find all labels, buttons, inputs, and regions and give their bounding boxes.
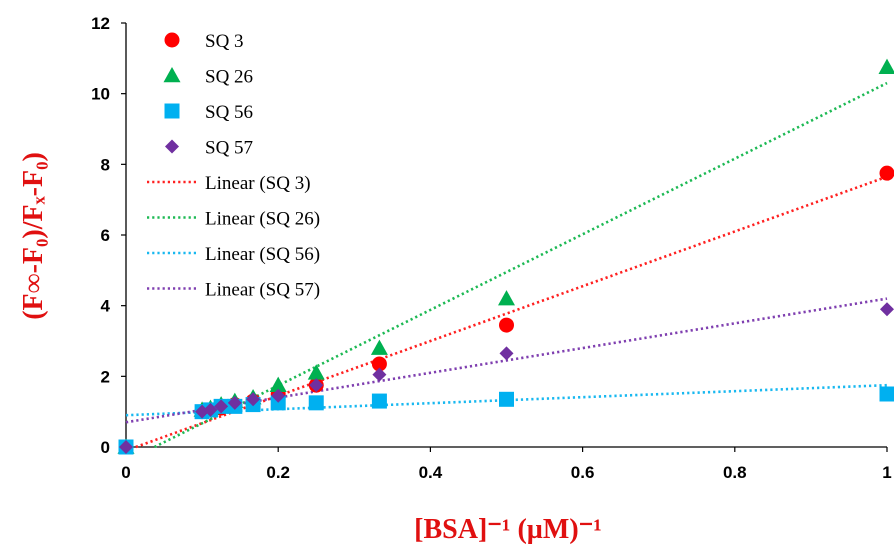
- data-point-sq-56: [879, 386, 894, 402]
- data-point-sq-3: [879, 165, 894, 181]
- y-tick-label: 6: [101, 226, 110, 245]
- x-tick-label: 0.8: [723, 463, 747, 482]
- trendline-sq-57: [125, 297, 888, 424]
- data-point-sq-57: [119, 440, 133, 454]
- y-tick-label: 10: [91, 85, 110, 104]
- data-point-sq-57: [203, 402, 218, 417]
- x-tick-label: 1: [882, 463, 891, 482]
- legend-marker: [165, 139, 179, 154]
- data-markers: [117, 58, 894, 455]
- x-axis-ticks: 0 0.2 0.4 0.6 0.8 1: [121, 447, 892, 482]
- data-point-sq-26: [878, 58, 894, 74]
- x-tick-label: 0.2: [266, 463, 290, 482]
- data-point-sq-26: [307, 364, 325, 380]
- data-point-sq-56: [371, 393, 387, 409]
- data-point-sq-57: [309, 378, 324, 393]
- data-point-sq-56: [308, 395, 324, 411]
- data-point-sq-56: [499, 391, 514, 407]
- x-tick-label: 0: [121, 463, 130, 482]
- data-point-sq-57: [227, 395, 242, 410]
- y-tick-label: 2: [101, 367, 110, 386]
- data-point-sq-3: [499, 317, 514, 333]
- legend-label: SQ 26: [205, 67, 253, 88]
- legend-marker: [163, 67, 181, 83]
- data-point-sq-57: [880, 302, 894, 317]
- legend-label: SQ 57: [205, 138, 253, 159]
- legend: SQ 3 SQ 26 SQ 56 SQ 57 Linear (SQ 3) Linear (…: [147, 31, 320, 301]
- data-point-sq-57: [499, 346, 514, 361]
- legend-label: Linear (SQ 3): [205, 173, 311, 194]
- y-tick-label: 4: [101, 297, 111, 316]
- x-axis-title: [BSA]⁻¹ (µM)⁻¹: [414, 514, 602, 545]
- data-point-sq-26: [370, 339, 388, 355]
- data-point-sq-57: [246, 392, 261, 407]
- y-tick-label: 12: [91, 14, 110, 33]
- trendline-sq-26: [153, 81, 888, 449]
- y-axis-title: (F∞-F₀)/Fₓ-F₀): [18, 152, 49, 320]
- data-point-sq-57: [271, 388, 286, 403]
- legend-label: Linear (SQ 26): [205, 209, 320, 230]
- y-axis-ticks: 0 2 4 6 8 10 12: [91, 14, 126, 457]
- data-point-sq-57: [372, 367, 387, 382]
- data-point-sq-56: [270, 395, 286, 411]
- legend-label: SQ 3: [205, 31, 244, 52]
- data-point-sq-3: [371, 356, 387, 372]
- legend-label: Linear (SQ 57): [205, 280, 320, 301]
- data-point-sq-57: [214, 399, 229, 414]
- legend-marker: [164, 32, 180, 48]
- legend-marker: [164, 103, 180, 119]
- y-tick-label: 0: [101, 438, 110, 457]
- data-point-sq-26: [498, 290, 515, 306]
- x-tick-label: 0.6: [571, 463, 595, 482]
- legend-label: Linear (SQ 56): [205, 244, 320, 265]
- data-point-sq-26: [269, 376, 287, 392]
- legend-label: SQ 56: [205, 102, 253, 123]
- y-tick-label: 8: [101, 155, 110, 174]
- x-tick-label: 0.4: [419, 463, 443, 482]
